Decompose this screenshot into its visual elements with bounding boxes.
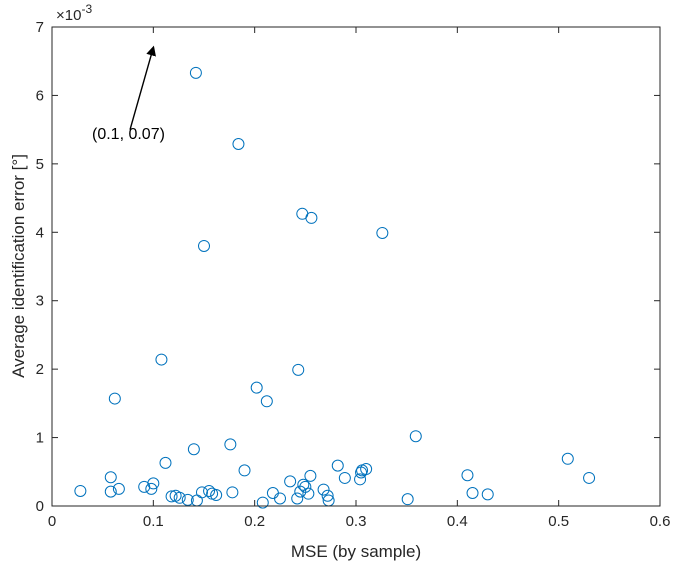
data-point-41 [317,483,330,496]
data-point-55 [481,488,494,501]
data-point-23 [226,486,239,499]
data-point-5 [138,480,151,493]
annotation-label: (0.1, 0.07) [92,126,165,143]
data-point-45 [338,471,351,484]
data-point-8 [155,353,168,366]
x-tick-label: 0.6 [650,513,671,530]
x-tick-label: 0 [48,513,56,530]
x-axis-ticks: 0 0.1 0.2 0.3 0.4 0.5 0.6 [48,27,671,530]
x-tick-label: 0.4 [447,513,468,530]
data-point-4 [112,482,125,495]
data-point-18 [198,239,210,252]
data-point-56 [561,452,574,465]
data-point-13 [181,493,194,506]
data-point-44 [331,459,344,472]
y-tick-label: 0 [36,498,44,515]
data-point-0 [74,484,87,497]
data-point-40 [304,469,317,482]
data-point-14 [187,443,200,456]
y-exponent-base: ×10 [56,7,81,24]
data-point-52 [409,430,422,443]
data-point-36 [297,478,310,491]
data-point-50 [376,226,389,239]
data-point-15 [189,66,202,79]
plot-area [52,27,660,506]
y-tick-label: 4 [36,224,44,241]
data-point-54 [466,486,479,499]
data-point-37 [299,480,312,493]
x-tick-label: 0.3 [346,513,367,530]
data-point-7 [147,477,160,490]
data-point-17 [195,486,208,499]
y-tick-label: 7 [36,19,44,36]
data-point-30 [274,492,286,505]
data-point-32 [291,492,304,505]
data-point-57 [583,471,596,484]
data-point-27 [256,496,269,509]
data-point-51 [401,493,414,506]
data-point-25 [238,464,251,477]
data-point-46 [354,473,367,486]
x-tick-label: 0.2 [244,513,265,530]
data-point-6 [145,482,158,495]
y-exponent-label: ×10-3 [56,2,92,24]
data-point-28 [260,395,273,408]
y-tick-label: 3 [36,293,44,310]
y-exponent-power: -3 [81,2,92,16]
data-point-21 [210,489,223,502]
data-point-3 [108,392,121,405]
y-axis-label: Average identification error [°] [9,154,28,378]
data-point-38 [302,487,315,500]
y-tick-label: 6 [36,87,44,104]
data-points [74,66,596,509]
data-point-10 [165,490,178,503]
annotation-arrow [129,45,156,130]
data-point-19 [203,484,216,497]
data-point-39 [305,211,318,224]
data-point-42 [321,489,334,502]
data-point-31 [284,475,297,488]
data-point-9 [159,456,172,469]
data-point-22 [224,438,237,451]
x-tick-label: 0.5 [548,513,569,530]
data-point-49 [360,463,373,476]
x-tick-label: 0.1 [143,513,164,530]
y-tick-label: 2 [36,361,44,378]
data-point-12 [173,491,186,504]
y-tick-label: 1 [36,430,44,447]
y-tick-label: 5 [36,156,44,173]
data-point-53 [461,469,474,482]
data-point-2 [104,485,117,498]
data-point-33 [292,363,305,376]
data-point-24 [232,138,245,151]
y-axis-ticks: 0 1 2 3 4 5 6 7 [36,19,660,515]
data-point-1 [104,471,117,484]
data-point-26 [250,381,263,394]
x-axis-label: MSE (by sample) [291,542,421,561]
